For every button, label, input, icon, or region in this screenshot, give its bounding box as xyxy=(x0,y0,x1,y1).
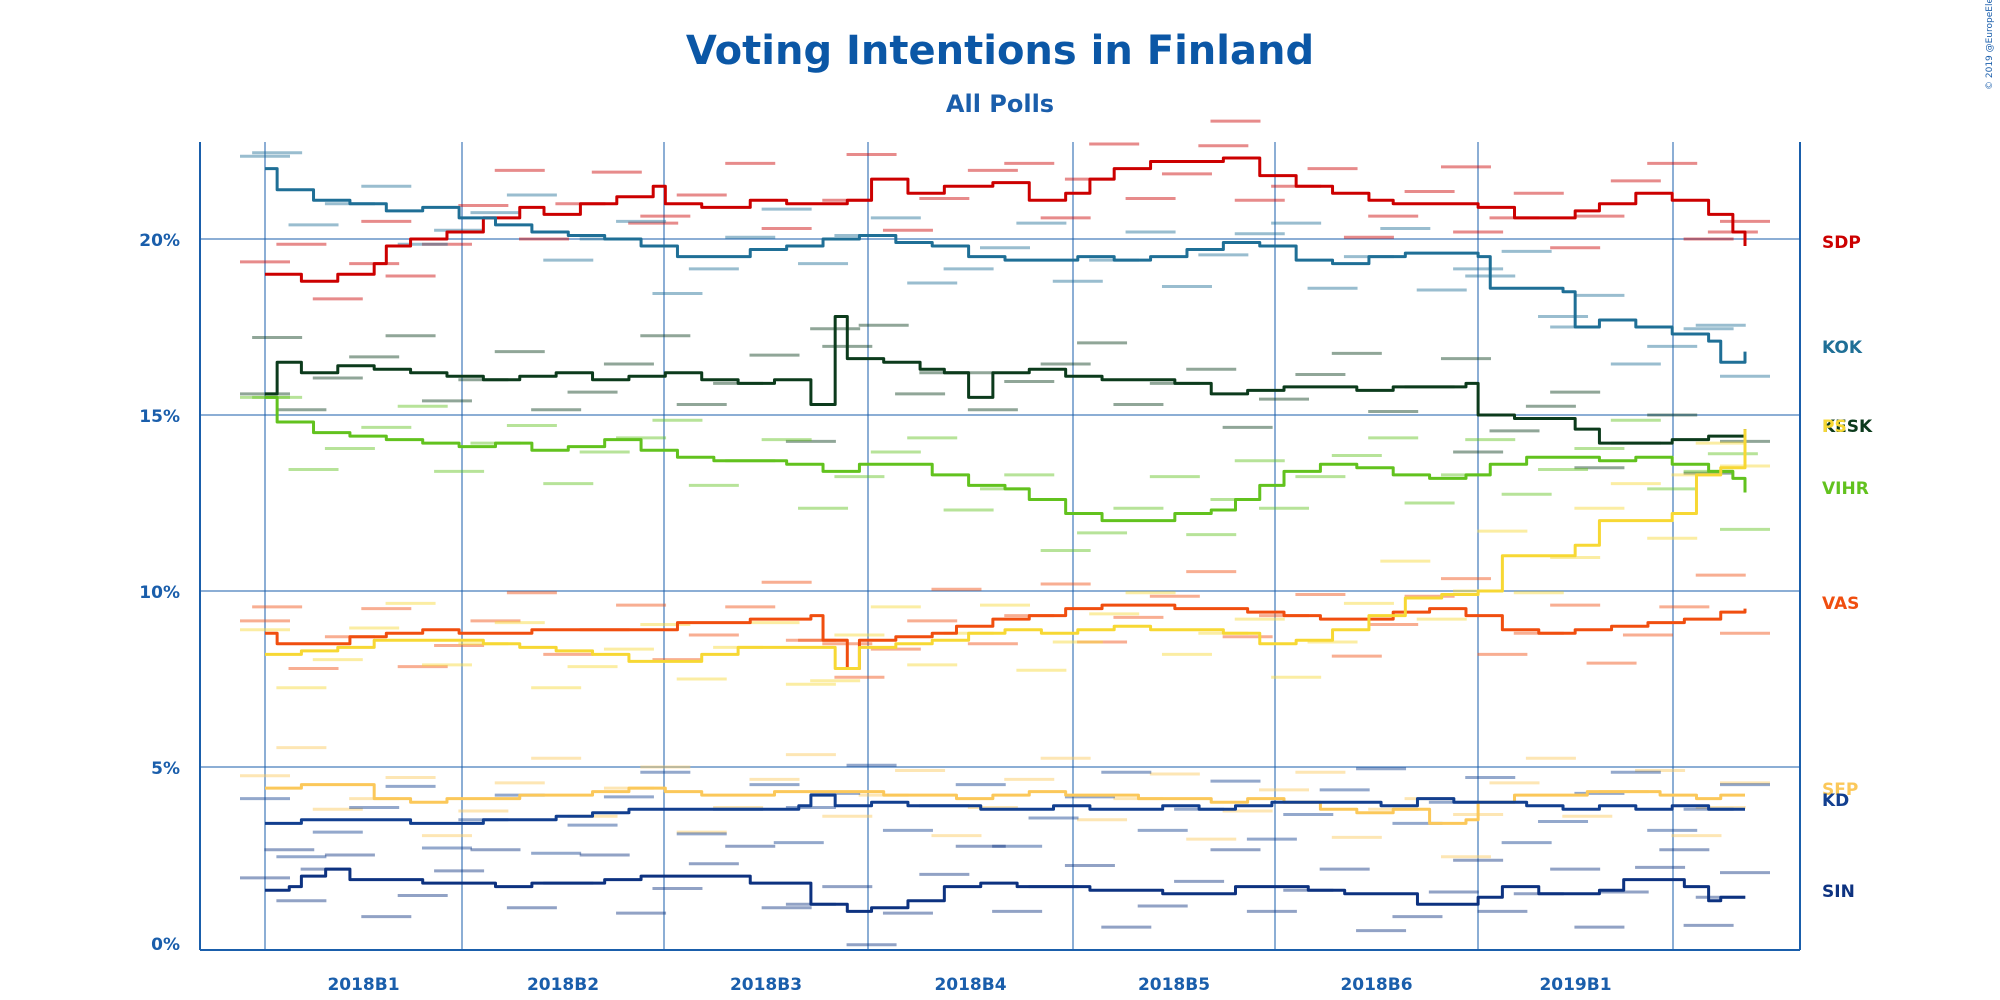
series-line-sdp xyxy=(265,156,1747,283)
series-lines xyxy=(265,156,1747,913)
x-tick-label: 2019B1 xyxy=(1539,975,1611,995)
series-label-sin: SIN xyxy=(1822,882,1855,902)
y-tick-label: 15% xyxy=(139,407,180,427)
series-label-ps: PS xyxy=(1822,417,1847,437)
y-tick-label: 5% xyxy=(151,759,180,779)
series-label-kd: KD xyxy=(1822,791,1849,811)
series-label-sdp: SDP xyxy=(1822,233,1861,253)
series-line-kok xyxy=(265,167,1747,364)
grid-lines xyxy=(200,142,1800,950)
series-label-kok: KOK xyxy=(1822,338,1863,358)
x-tick-label: 2018B2 xyxy=(527,975,599,995)
series-line-kesk xyxy=(265,314,1747,445)
x-tick-label: 2018B4 xyxy=(934,975,1006,995)
series-line-vas xyxy=(265,603,1747,670)
series-line-sin xyxy=(265,867,1745,913)
y-axis-tick-labels: 0% 5% 10% 15% 20% xyxy=(139,231,180,955)
copyright-note: © 2019 @EuropeElects xyxy=(1985,0,1995,90)
y-tick-label: 0% xyxy=(151,935,180,955)
x-tick-label: 2018B5 xyxy=(1138,975,1210,995)
series-line-vihr xyxy=(265,395,1747,523)
y-tick-label: 20% xyxy=(139,231,180,251)
x-tick-label: 2018B1 xyxy=(327,975,399,995)
series-label-vihr: VIHR xyxy=(1822,479,1869,499)
x-tick-label: 2018B3 xyxy=(730,975,802,995)
series-label-kesk: KESK xyxy=(1822,417,1873,437)
series-label-sfp: SFP xyxy=(1822,780,1858,800)
x-axis-tick-labels: 2018B1 2018B2 2018B3 2018B4 2018B5 2018B6 2019… xyxy=(327,975,1611,995)
series-line-kd xyxy=(265,793,1745,825)
chart-title: Voting Intentions in Finland xyxy=(686,28,1314,74)
y-tick-label: 10% xyxy=(139,583,180,603)
series-line-sfp xyxy=(265,783,1745,825)
series-line-ps xyxy=(265,429,1747,670)
chart-subtitle: All Polls xyxy=(946,90,1054,118)
poll-markers xyxy=(240,119,1770,947)
series-label-vas: VAS xyxy=(1822,594,1859,614)
x-tick-label: 2018B6 xyxy=(1340,975,1412,995)
